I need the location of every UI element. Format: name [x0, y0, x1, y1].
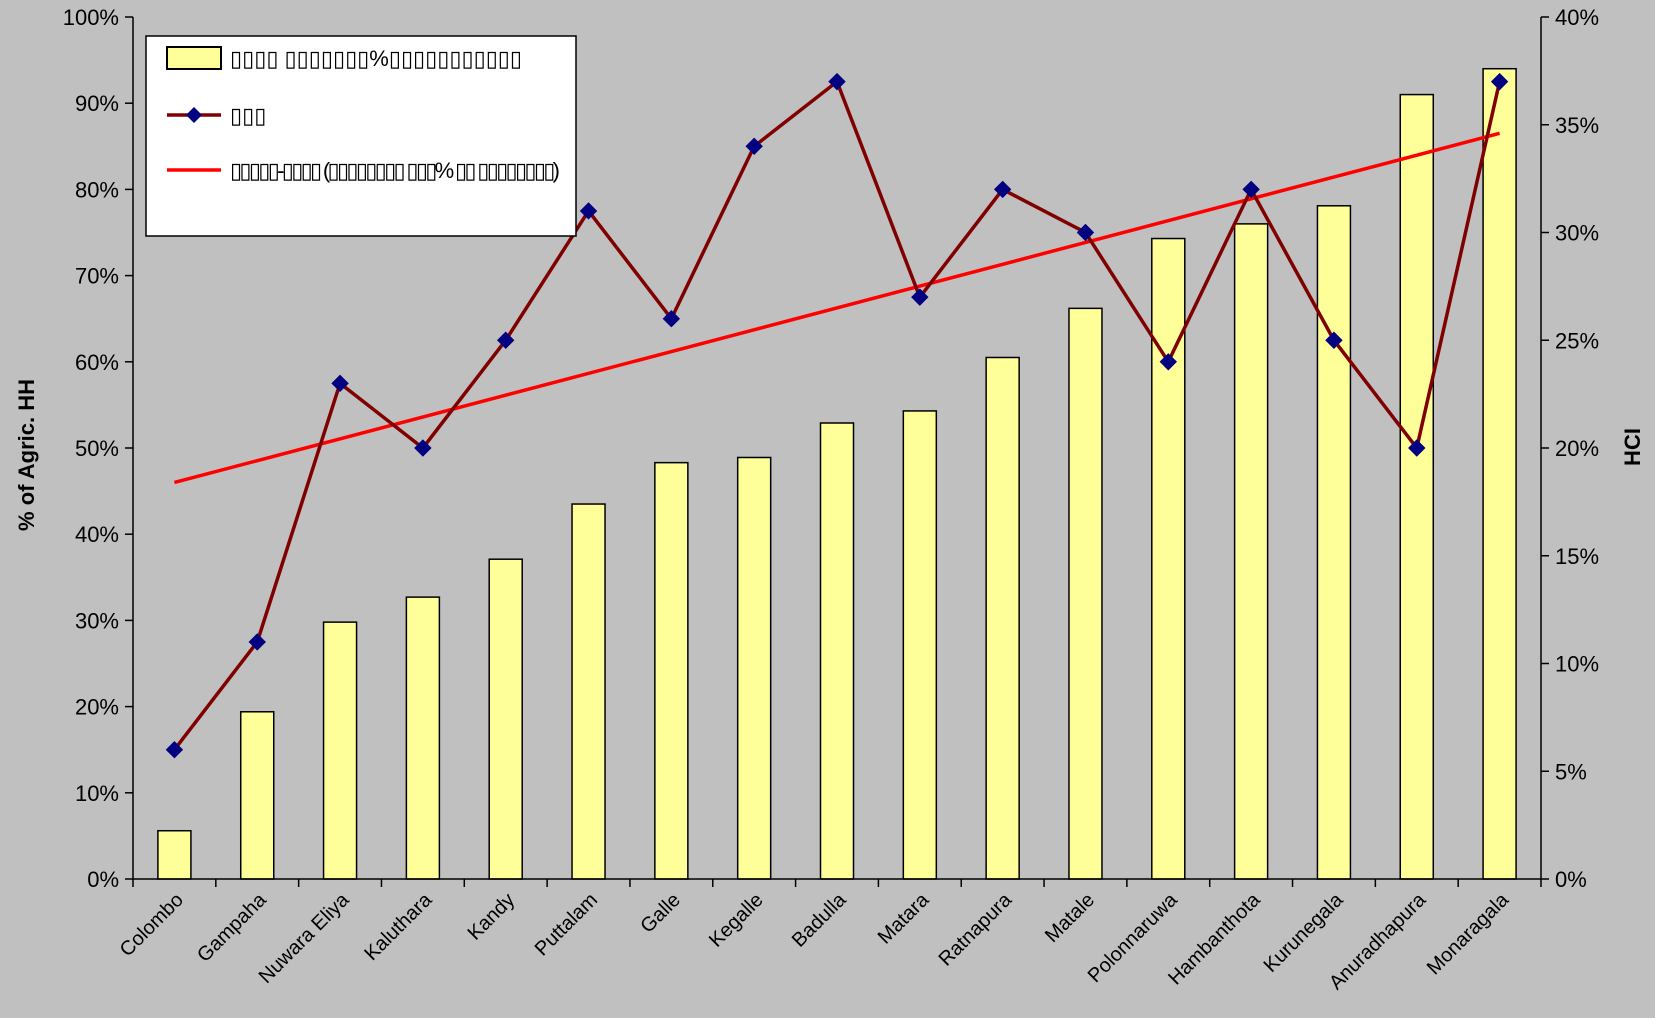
- bar: [654, 461, 689, 880]
- y-tick-label: 30%: [75, 608, 119, 633]
- y-tick-label: 70%: [75, 264, 119, 289]
- hci-point: [662, 309, 681, 328]
- x-tick-label: Colombo: [116, 889, 188, 961]
- bar: [985, 356, 1020, 880]
- hci-point: [1325, 331, 1343, 349]
- y-tick-label: 10%: [75, 781, 119, 806]
- y2-tick-label: 15%: [1555, 544, 1599, 569]
- x-tick-label: Ratnapura: [935, 888, 1017, 970]
- hci-point: [414, 439, 432, 457]
- hci-point: [331, 374, 349, 393]
- x-tick-label: Galle: [636, 889, 685, 938]
- x-tick-label: Puttalam: [531, 889, 602, 960]
- y2-tick-label: 0%: [1555, 867, 1587, 892]
- bar: [1399, 93, 1435, 880]
- bar: [902, 410, 938, 880]
- y-tick-label: 90%: [75, 91, 119, 116]
- bar: [819, 422, 855, 880]
- hci-point: [1242, 180, 1260, 199]
- hci-point: [745, 137, 763, 156]
- bar: [571, 503, 606, 880]
- y2-tick-label: 40%: [1555, 5, 1599, 30]
- legend-swatch-bar: [166, 46, 222, 70]
- y2-tick-label: 5%: [1555, 759, 1587, 784]
- y-tick-label: 50%: [75, 436, 119, 461]
- bar: [488, 558, 523, 880]
- y2-tick-label: 35%: [1555, 113, 1599, 138]
- x-tick-label: Kegalle: [705, 889, 768, 952]
- y2-tick-label: 10%: [1555, 652, 1599, 677]
- legend: ▯▯▯▯ ▯▯▯▯▯▯▯%▯▯▯▯▯▯▯▯▯▯▯ ▯▯▯ ▯▯▯▯▯-▯▯▯▯ (▯…: [145, 35, 577, 237]
- hci-point: [1408, 439, 1426, 457]
- hci-point: [993, 180, 1012, 199]
- y2-tick-label: 25%: [1555, 328, 1599, 353]
- x-tick-label: Kurunegala: [1260, 888, 1349, 977]
- x-tick-label: Badulla: [788, 888, 851, 951]
- bar: [157, 829, 192, 880]
- legend-label-bar: ▯▯▯▯ ▯▯▯▯▯▯▯%▯▯▯▯▯▯▯▯▯▯▯: [230, 46, 522, 71]
- hci-point: [1076, 223, 1095, 242]
- hci-point: [496, 331, 515, 349]
- hci-point: [579, 202, 598, 220]
- y-tick-label: 0%: [87, 867, 119, 892]
- x-tick-label: Matara: [874, 888, 934, 948]
- bar: [405, 596, 441, 880]
- hci-point: [248, 633, 266, 651]
- x-tick-label: Monaragala: [1423, 888, 1514, 979]
- bar: [1233, 223, 1269, 880]
- x-tick-label: Kandy: [464, 889, 520, 945]
- y-axis-label: % of Agric. HH: [14, 379, 39, 531]
- hci-point: [1159, 353, 1178, 371]
- bar: [239, 711, 275, 880]
- legend-label-line: ▯▯▯: [230, 103, 266, 128]
- y-tick-label: 40%: [75, 522, 119, 547]
- legend-label-trend: ▯▯▯▯▯-▯▯▯▯ (▯▯▯▯▯▯▯▯ ▯▯▯% ▯▯ ▯▯▯▯▯▯▯▯): [230, 158, 560, 183]
- x-tick-label: Kaluthara: [360, 888, 437, 965]
- y2-axis-label: HCI: [1620, 428, 1645, 466]
- bar-series: [157, 67, 1517, 880]
- bar: [1482, 67, 1517, 880]
- bar: [1068, 307, 1103, 880]
- hci-point: [911, 288, 929, 306]
- hci-series: [165, 72, 1509, 759]
- y2-tick-label: 30%: [1555, 221, 1599, 246]
- bar: [322, 621, 358, 880]
- hci-point: [165, 740, 184, 759]
- y2-tick-label: 20%: [1555, 436, 1599, 461]
- bar: [736, 456, 772, 880]
- hci-point: [828, 72, 846, 91]
- x-tick-label: Matale: [1041, 889, 1099, 947]
- y-tick-label: 60%: [75, 350, 119, 375]
- y-tick-label: 20%: [75, 695, 119, 720]
- y-tick-label: 100%: [63, 5, 119, 30]
- legend-swatch-marker: [186, 107, 202, 123]
- bar: [1316, 205, 1352, 880]
- hci-point: [1490, 72, 1509, 91]
- y-tick-label: 80%: [75, 177, 119, 202]
- x-tick-label: Nuwara Eliya: [255, 888, 354, 987]
- x-tick-label: Gampaha: [193, 888, 271, 966]
